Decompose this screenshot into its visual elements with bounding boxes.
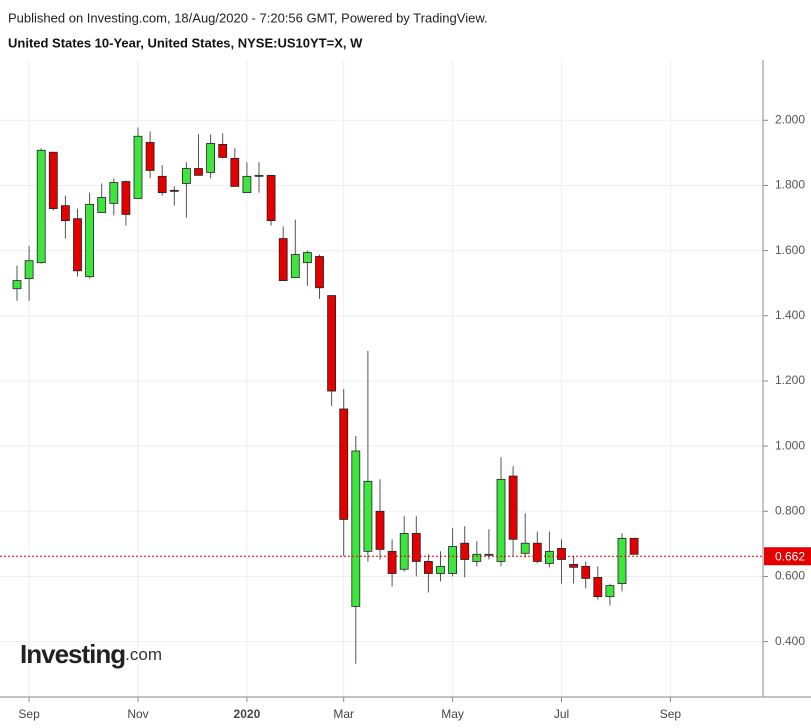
candle-body: [423, 561, 433, 574]
grid: [0, 60, 768, 702]
watermark-suffix: .com: [125, 645, 162, 664]
watermark: Investing.com: [20, 639, 162, 669]
candle-body: [520, 542, 530, 554]
candle-body: [206, 143, 216, 173]
candle-body: [121, 181, 131, 215]
candle-body: [61, 205, 70, 222]
x-tick-label: 2020: [234, 707, 261, 721]
candle-body: [387, 550, 397, 574]
candle-body: [496, 478, 506, 562]
candle-body: [242, 175, 252, 194]
candle-body: [73, 218, 82, 272]
x-tick-label: Jul: [554, 707, 569, 721]
candle-body: [24, 260, 34, 280]
watermark-name: Investing: [20, 639, 125, 669]
candle-body: [327, 295, 337, 392]
y-tick-label: 1.200: [775, 373, 805, 387]
candle-body: [133, 135, 143, 199]
candle-body: [157, 175, 167, 194]
x-tick-label: Mar: [333, 707, 354, 721]
published-note: Published on Investing.com, 18/Aug/2020 …: [8, 10, 488, 25]
candle-body: [48, 151, 58, 209]
candle-body: [109, 182, 119, 204]
candle-body: [169, 189, 179, 192]
candle-body: [411, 533, 421, 562]
candles: [12, 127, 639, 664]
candle-body: [557, 548, 566, 560]
candle-body: [36, 149, 46, 264]
candle-body: [605, 585, 615, 598]
chart-title: United States 10-Year, United States, NY…: [8, 35, 363, 50]
x-tick-label: May: [441, 707, 464, 721]
last-price-label: 0.662: [775, 549, 805, 563]
candle-body: [532, 542, 542, 562]
candle-body: [484, 553, 494, 556]
candle-body: [569, 563, 578, 568]
candle-body: [508, 475, 518, 540]
candle-body: [12, 280, 22, 290]
candle-body: [278, 238, 288, 281]
candle-body: [375, 510, 385, 550]
candle-body: [545, 550, 554, 564]
y-tick-label: 1.800: [775, 178, 805, 192]
candle-body: [436, 565, 445, 574]
y-tick-label: 1.400: [775, 308, 805, 322]
candle-body: [617, 537, 627, 585]
candle-body: [593, 577, 603, 598]
x-tick-label: Nov: [127, 707, 148, 721]
candle-body: [448, 546, 458, 574]
candle-body: [254, 174, 264, 177]
candle-body: [581, 565, 591, 579]
candle-body: [315, 256, 324, 289]
y-tick-label: 0.600: [775, 569, 805, 583]
candle-body: [629, 537, 639, 555]
last-price-box: [764, 547, 811, 566]
candle-body: [181, 168, 191, 184]
candle-body: [363, 480, 373, 552]
candle-body: [85, 203, 94, 278]
candle-body: [399, 533, 409, 570]
x-tick-label: Sep: [660, 707, 682, 721]
y-tick-label: 1.600: [775, 243, 805, 257]
candle-body: [302, 252, 312, 264]
y-tick-label: 0.800: [775, 503, 805, 517]
candle-body: [194, 168, 203, 176]
candle-body: [460, 542, 470, 560]
y-tick-label: 1.000: [775, 438, 805, 452]
candle-body: [230, 158, 240, 187]
candle-body: [339, 408, 349, 520]
candle-body: [266, 174, 276, 222]
candle-body: [472, 553, 482, 562]
candle-body: [290, 254, 300, 279]
candle-body: [351, 450, 361, 607]
y-tick-label: 2.000: [775, 112, 805, 126]
candle-body: [145, 142, 155, 171]
candle-body: [97, 197, 107, 213]
x-tick-label: Sep: [18, 707, 40, 721]
candle-body: [218, 143, 228, 158]
y-tick-label: 0.400: [775, 634, 805, 648]
